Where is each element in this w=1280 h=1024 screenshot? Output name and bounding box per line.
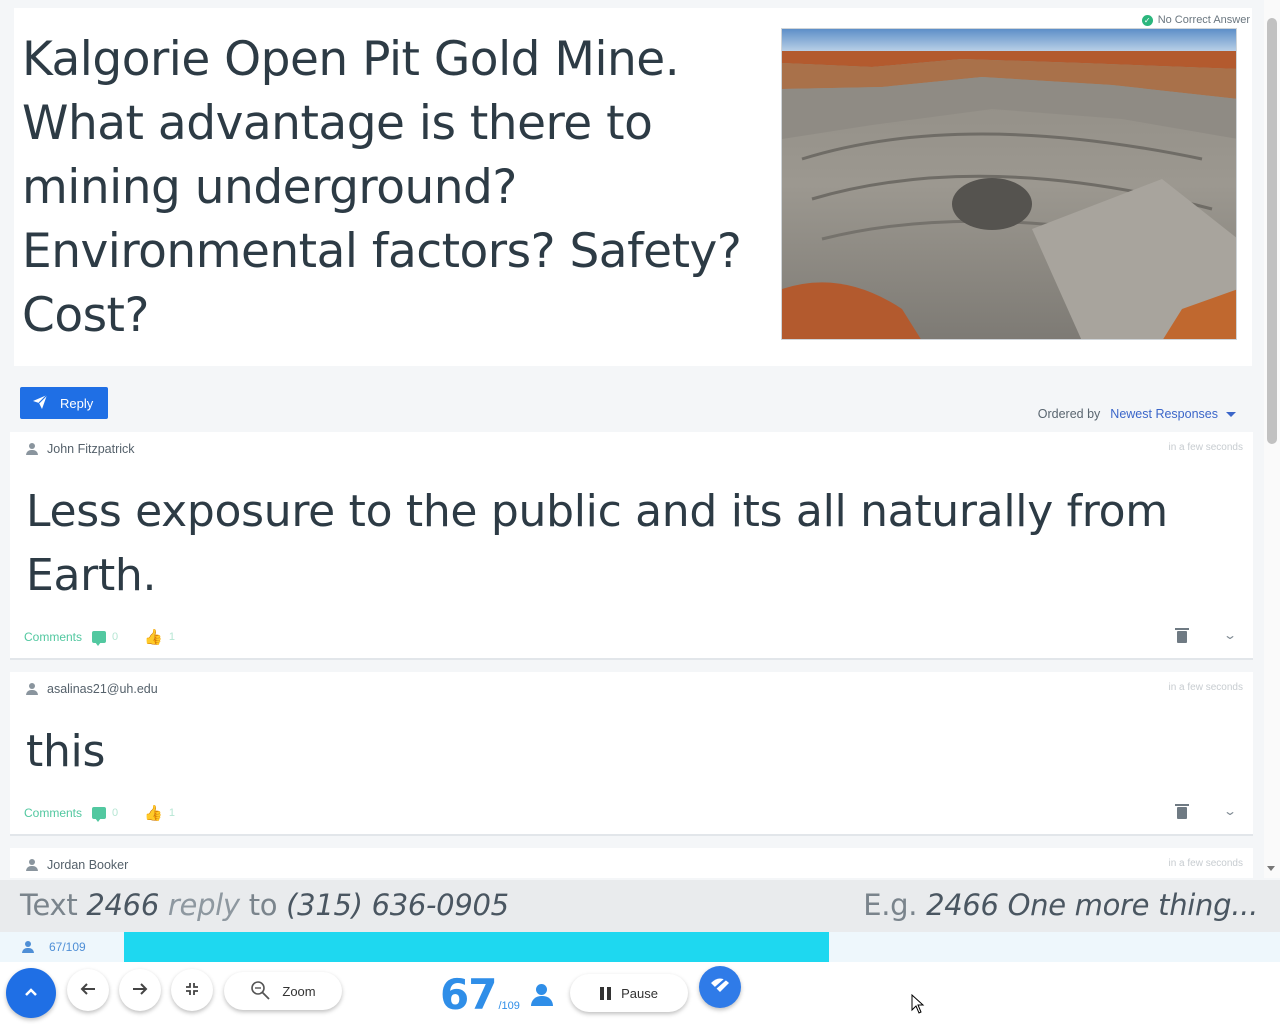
thumbs-up-icon[interactable]: 👍 <box>144 805 163 822</box>
comments-link[interactable]: Comments <box>24 630 83 644</box>
check-icon: ✓ <box>1141 14 1153 26</box>
reply-label: Reply <box>60 395 94 411</box>
responses-list[interactable]: John Fitzpatrick in a few seconds Less e… <box>10 432 1253 878</box>
response-card: Jordan Booker in a few seconds <box>10 848 1253 878</box>
pause-button[interactable]: Pause <box>570 974 688 1012</box>
response-author: Jordan Booker <box>26 858 128 872</box>
sms-phone: (315) 636-0905 <box>286 888 509 922</box>
send-icon <box>32 394 48 413</box>
author-name: asalinas21@uh.edu <box>47 682 158 696</box>
zoom-icon <box>250 980 272 1003</box>
progress-label: 67/109 <box>22 940 86 954</box>
zoom-button[interactable]: Zoom <box>224 972 342 1010</box>
response-card: John Fitzpatrick in a few seconds Less e… <box>10 432 1253 660</box>
ordering-control: Ordered by Newest Responses <box>1038 407 1236 421</box>
next-button[interactable] <box>119 969 161 1011</box>
expand-up-button[interactable] <box>6 968 56 1018</box>
compress-icon <box>185 980 199 1001</box>
chevron-down-icon[interactable]: ⌄ <box>1222 628 1238 642</box>
response-time: in a few seconds <box>1168 442 1244 453</box>
response-count: 67 <box>440 970 497 1019</box>
previous-button[interactable] <box>67 969 109 1011</box>
comments-count: 0 <box>112 631 119 643</box>
comment-icon <box>92 807 107 822</box>
response-footer: Comments 0 👍 1 <box>24 628 175 646</box>
reply-button[interactable]: Reply <box>20 387 108 419</box>
ordering-selected: Newest Responses <box>1110 407 1218 421</box>
response-author: John Fitzpatrick <box>26 442 135 456</box>
sms-example-text: 2466 One more thing... <box>926 888 1258 922</box>
pause-icon <box>600 986 612 1000</box>
response-card: asalinas21@uh.edu in a few seconds this … <box>10 672 1253 836</box>
user-icon <box>26 859 39 871</box>
scroll-down-arrow-icon[interactable] <box>1267 866 1275 871</box>
arrow-left-icon <box>80 980 96 1001</box>
response-text: Less exposure to the public and its all … <box>26 486 1168 601</box>
progress-track <box>124 932 1280 962</box>
sms-instructions-bar: Text 2466 reply to (315) 636-0905 E.g. 2… <box>0 880 1280 932</box>
user-icon <box>26 443 39 455</box>
author-name: John Fitzpatrick <box>47 442 135 456</box>
question-text: Kalgorie Open Pit Gold Mine. What advant… <box>22 32 742 343</box>
trash-icon[interactable] <box>1175 628 1189 643</box>
sms-to-word: to <box>248 888 278 922</box>
chevron-down-icon[interactable]: ⌄ <box>1222 804 1238 818</box>
response-progress: 67/109 <box>0 932 1280 962</box>
caret-down-icon <box>1226 411 1236 417</box>
ordered-by-label: Ordered by <box>1037 407 1101 421</box>
response-footer: Comments 0 👍 1 <box>24 804 175 822</box>
trash-icon[interactable] <box>1175 804 1189 819</box>
response-time: in a few seconds <box>1168 682 1244 693</box>
question-image <box>781 28 1237 340</box>
chevron-up-icon <box>24 984 38 1002</box>
sms-instructions: Text 2466 reply to (315) 636-0905 <box>20 888 509 922</box>
zoom-label: Zoom <box>282 983 316 999</box>
participants-icon <box>530 984 554 1006</box>
no-correct-answer-label: No Correct Answer <box>1157 14 1250 26</box>
ordering-dropdown[interactable]: Newest Responses <box>1110 407 1236 421</box>
progress-count: 67/109 <box>49 940 86 954</box>
response-time: in a few seconds <box>1168 858 1244 869</box>
no-correct-answer-badge: ✓ No Correct Answer <box>1141 14 1250 26</box>
sms-code: 2466 <box>86 888 159 922</box>
thumbs-up-icon[interactable]: 👍 <box>144 629 163 646</box>
open-pit-mine-picture <box>782 29 1236 339</box>
pause-label: Pause <box>621 985 658 1001</box>
user-icon <box>26 683 39 695</box>
comments-link[interactable]: Comments <box>24 806 83 820</box>
question-card: Kalgorie Open Pit Gold Mine. What advant… <box>14 8 1252 366</box>
hide-responses-button[interactable] <box>699 966 741 1008</box>
sms-example: E.g. 2466 One more thing... <box>863 888 1258 922</box>
response-text: this <box>26 726 106 777</box>
response-total: /109 <box>498 1000 520 1012</box>
arrow-right-icon <box>132 980 148 1001</box>
response-counter: 67 /109 <box>440 970 520 1019</box>
scrollbar-thumb[interactable] <box>1267 18 1277 444</box>
eye-slash-icon <box>709 975 731 999</box>
bottom-toolbar: Zoom 67 /109 Pause <box>0 962 1280 1024</box>
sms-text-word: Text <box>20 888 78 922</box>
progress-fill <box>124 932 830 962</box>
mouse-cursor-icon <box>911 993 925 1019</box>
comments-count: 0 <box>112 807 119 819</box>
sms-reply-word: reply <box>167 888 240 922</box>
response-author: asalinas21@uh.edu <box>26 682 158 696</box>
user-icon <box>22 941 35 953</box>
scrollbar[interactable] <box>1264 0 1280 878</box>
comment-icon <box>92 631 107 646</box>
sms-eg: E.g. <box>863 888 918 922</box>
likes-count: 1 <box>168 807 175 819</box>
author-name: Jordan Booker <box>47 858 129 872</box>
likes-count: 1 <box>168 631 175 643</box>
exit-fullscreen-button[interactable] <box>171 969 213 1011</box>
